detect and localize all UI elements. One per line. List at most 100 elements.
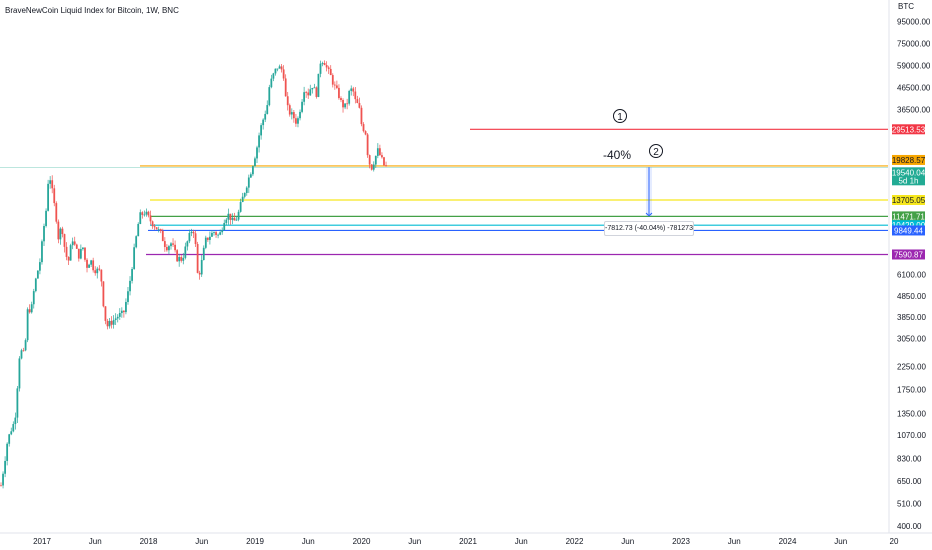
candle-body bbox=[378, 148, 381, 156]
candle-body bbox=[168, 246, 170, 251]
candle-body bbox=[61, 228, 64, 235]
candle-body bbox=[45, 210, 47, 226]
candle-body bbox=[104, 306, 107, 321]
candle-body bbox=[151, 221, 154, 227]
horizontal-levels bbox=[0, 128, 888, 256]
candle-body bbox=[200, 260, 203, 275]
candle-body bbox=[145, 211, 148, 215]
time-tick-label: Jun bbox=[621, 537, 634, 546]
candle-body bbox=[96, 268, 99, 274]
candle-body bbox=[252, 166, 254, 175]
candle-body bbox=[297, 118, 299, 124]
price-tick-label: 36500.00 bbox=[897, 106, 931, 115]
candle-body bbox=[290, 112, 293, 115]
candle-body bbox=[356, 99, 359, 103]
time-tick-label: 2017 bbox=[33, 537, 51, 546]
candle-body bbox=[368, 155, 371, 165]
price-tick-label: 510.00 bbox=[897, 499, 922, 508]
candle-body bbox=[8, 434, 11, 444]
candle-body bbox=[237, 211, 240, 220]
time-tick-label: Jun bbox=[515, 537, 528, 546]
candle-body bbox=[172, 243, 174, 245]
candle-body bbox=[325, 65, 328, 68]
candle-body bbox=[36, 270, 39, 279]
candle-body bbox=[198, 272, 201, 275]
candle-body bbox=[247, 177, 250, 188]
candle-body bbox=[88, 264, 90, 268]
candle-body bbox=[360, 107, 363, 125]
time-tick-label: 20 bbox=[890, 537, 899, 546]
candle-body bbox=[165, 247, 168, 251]
candle-body bbox=[157, 229, 160, 230]
candle-body bbox=[219, 232, 222, 235]
candle-body bbox=[268, 87, 271, 106]
candle-body bbox=[344, 103, 346, 108]
candle-body bbox=[135, 236, 138, 248]
candle-body bbox=[41, 241, 43, 263]
candle-body bbox=[338, 87, 340, 99]
price-tick-label: 1750.00 bbox=[897, 386, 926, 395]
candle-body bbox=[282, 69, 285, 79]
candle-body bbox=[385, 165, 387, 167]
candle-body bbox=[16, 388, 19, 418]
price-tag-label: 19828.57 bbox=[892, 156, 926, 165]
candle-body bbox=[206, 237, 209, 240]
currency-label: BTC bbox=[898, 2, 914, 11]
marker-2-label: 2 bbox=[653, 147, 659, 158]
candle-body bbox=[65, 246, 68, 257]
candle-body bbox=[106, 320, 109, 327]
candle-body bbox=[153, 226, 156, 228]
candle-body bbox=[10, 431, 13, 435]
measure-tooltip: -7812.73 (-40.04%) -781273 bbox=[604, 221, 694, 236]
candle-body bbox=[127, 291, 129, 302]
candle-body bbox=[307, 92, 310, 96]
price-tag bbox=[892, 195, 925, 206]
price-tick-label: 830.00 bbox=[897, 455, 922, 464]
candle-body bbox=[217, 234, 219, 236]
candle-body bbox=[376, 148, 379, 156]
price-tick-label: 1070.00 bbox=[897, 431, 926, 440]
candle-body bbox=[303, 92, 306, 102]
candle-body bbox=[108, 320, 111, 327]
price-tag-label: 13705.05 bbox=[892, 196, 926, 205]
candle-body bbox=[170, 243, 172, 247]
candle-body bbox=[174, 244, 176, 251]
price-tag bbox=[892, 225, 925, 236]
price-tick-label: 650.00 bbox=[897, 477, 922, 486]
candle-body bbox=[180, 257, 183, 261]
candle-body bbox=[260, 125, 263, 136]
candle-body bbox=[53, 188, 56, 204]
candle-body bbox=[229, 213, 232, 220]
candle-body bbox=[92, 260, 95, 271]
candle-body bbox=[258, 135, 260, 148]
candle-body bbox=[94, 270, 97, 274]
time-tick-label: 2019 bbox=[246, 537, 264, 546]
price-tag-label: 7590.87 bbox=[894, 250, 923, 259]
candle-body bbox=[274, 68, 277, 74]
candle-body bbox=[98, 268, 101, 270]
candles bbox=[0, 60, 387, 489]
candle-body bbox=[39, 262, 41, 271]
price-tick-label: 59000.00 bbox=[897, 61, 931, 70]
candle-body bbox=[305, 92, 308, 93]
time-tick-label: 2018 bbox=[140, 537, 158, 546]
candle-body bbox=[211, 232, 213, 237]
candle-body bbox=[284, 78, 287, 97]
candle-body bbox=[227, 213, 230, 220]
candle-body bbox=[67, 256, 70, 261]
candle-body bbox=[350, 88, 353, 91]
candle-body bbox=[225, 219, 228, 223]
time-tick-label: Jun bbox=[195, 537, 208, 546]
price-tick-label: 3050.00 bbox=[897, 335, 926, 344]
candle-body bbox=[118, 313, 121, 317]
marker-1-circle bbox=[613, 109, 627, 123]
candle-body bbox=[178, 257, 181, 262]
candle-body bbox=[366, 134, 369, 156]
candle-body bbox=[0, 485, 2, 487]
candle-body bbox=[190, 231, 193, 233]
candle-body bbox=[223, 222, 226, 231]
candle-body bbox=[159, 229, 162, 231]
candle-body bbox=[20, 350, 23, 359]
candle-body bbox=[301, 101, 303, 112]
